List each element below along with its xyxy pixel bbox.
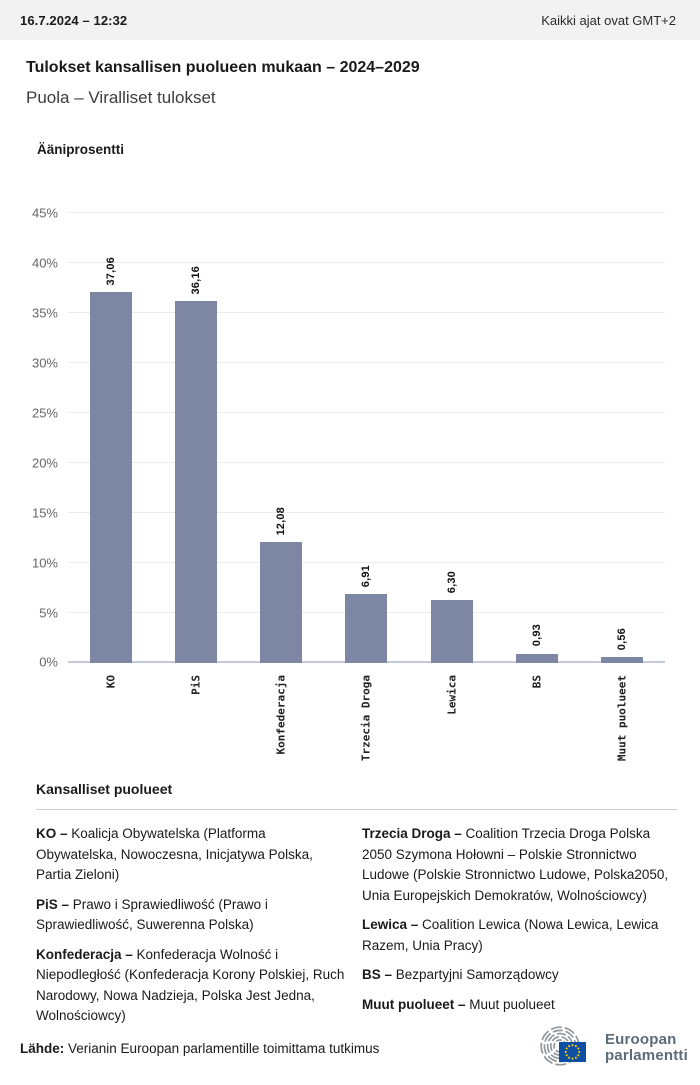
legend-item: Konfederacja – Konfederacja Wolność i Ni… [36,945,346,1027]
bar-value-label: 6,91 [360,564,373,587]
legend-divider [36,809,677,810]
party-abbr: PiS – [36,896,73,912]
legend-item: BS – Bezpartyjni Samorządowcy [362,965,677,986]
y-tick-label: 10% [31,555,58,570]
bar-slot: 36,16 PiS [153,213,238,695]
bar-slot: 6,91 Trzecia Droga [324,213,409,761]
y-tick-label: 20% [31,455,58,470]
gridline: 35% [32,305,665,320]
party-abbr: Trzecia Droga – [362,826,466,841]
legend-title: Kansalliset puolueet [36,781,173,797]
chart-axis-title: Ääniprosentti [37,142,125,157]
y-tick-label: 5% [39,605,58,620]
party-description: Bezpartyjni Samorządowcy [395,967,559,983]
bar-slot: 12,08 Konfederacja [239,213,324,754]
party-description: Prawo i Sprawiedliwość (Prawo i Sprawied… [36,896,268,933]
y-tick-label: 40% [31,255,58,270]
bar-slot: 0,93 BS [494,213,579,688]
party-description: Konfederacja Wolność i Niepodległość (Ko… [36,946,345,1024]
legend-column-left: KO – Koalicja Obywatelska (Platforma Oby… [36,824,346,1036]
bar-bs [516,653,559,663]
chart-bars: 37,06 KO 36,16 PiS 12,08 Konfederacja 6,91 Trze… [68,213,665,761]
datetime-label: 16.7.2024 – 12:32 [20,12,128,28]
party-abbr: Muut puolueet – [362,996,470,1012]
party-description: Coalition Trzecia Droga Polska 2050 Szym… [362,826,669,903]
source-label: Lähde: [20,1040,65,1056]
bar-value-label: 36,16 [189,265,202,295]
y-tick-label: 25% [31,405,58,420]
gridline: 25% [32,405,665,420]
logo-line1: Euroopan [604,1031,677,1048]
x-tick-label: BS [530,675,544,689]
page-subtitle: Puola – Viralliset tulokset [26,88,216,107]
bar-slot: 37,06 KO [68,213,153,688]
y-tick-label: 0% [39,654,58,670]
x-tick-label: PiS [189,675,203,695]
bar-lewica [430,600,473,663]
gridline: 30% [32,355,665,370]
party-abbr: Konfederacja – [36,946,137,962]
gridline: 20% [32,455,665,470]
topbar: 16.7.2024 – 12:32 Kaikki ajat ovat GMT+2 [0,0,700,40]
x-tick-label: Lewica [445,675,459,715]
y-tick-label: 15% [31,505,58,520]
y-tick-label: 45% [31,205,58,220]
x-tick-label: KO [104,675,118,689]
legend-item: KO – Koalicja Obywatelska (Platforma Oby… [36,824,346,886]
party-abbr: KO – [36,826,72,841]
gridline: 45% [32,205,665,220]
national-parties-section: Kansalliset puolueet KO – Koalicja Obywa… [36,781,677,1036]
party-description: Coalition Lewica (Nowa Lewica, Lewica Ra… [362,917,659,953]
european-parliament-logo: Euroopan parlamentti [535,1025,688,1071]
legend-item: Muut puolueet – Muut puolueet [362,995,677,1016]
bar-slot: 6,30 Lewica [409,213,494,715]
bar-pis [174,301,217,663]
bar-konfederacja [260,542,303,663]
legend-columns: KO – Koalicja Obywatelska (Platforma Oby… [36,824,677,1036]
bar-value-label: 12,08 [275,506,288,536]
x-tick-label: Muut puolueet [615,675,629,762]
y-tick-label: 35% [31,305,58,320]
legend-item: Trzecia Droga – Coalition Trzecia Droga … [362,824,677,906]
bar-trzecia-droga [345,593,388,663]
x-tick-label: Trzecia Droga [359,675,373,762]
timezone-note: Kaikki ajat ovat GMT+2 [541,12,676,28]
gridline: 40% [32,255,665,270]
party-description: Muut puolueet [469,996,555,1012]
party-abbr: Lewica – [362,917,423,933]
source-note: Lähde: Verianin Euroopan parlamentille t… [20,1041,379,1056]
bar-value-label: 0,93 [531,624,544,647]
hemicycle-eu-flag-icon [540,1026,586,1066]
party-description: Koalicja Obywatelska (Platforma Obywatel… [36,826,313,883]
logo-line2: parlamentti [604,1047,688,1064]
source-text: Verianin Euroopan parlamentille toimitta… [64,1040,380,1056]
main-content: Tulokset kansallisen puolueen mukaan – 2… [0,59,700,1036]
bar-slot: 0,56 Muut puolueet [580,213,665,761]
gridline: 10% [32,555,665,570]
footer: Lähde: Verianin Euroopan parlamentille t… [20,1025,688,1071]
legend-column-right: Trzecia Droga – Coalition Trzecia Droga … [362,824,677,1036]
x-tick-label: Konfederacja [274,675,288,755]
party-abbr: BS – [362,967,396,983]
y-tick-label: 30% [31,355,58,370]
gridline: 15% [32,505,665,520]
bar-value-label: 37,06 [104,256,117,286]
legend-item: Lewica – Coalition Lewica (Nowa Lewica, … [362,915,677,956]
page-title: Tulokset kansallisen puolueen mukaan – 2… [26,59,420,76]
bar-value-label: 6,30 [445,570,458,593]
bar-muut-puolueet [601,657,644,663]
bar-value-label: 0,56 [616,628,629,651]
bar-ko [89,292,132,663]
chart-plot: 0% 5% 10% 15% 20% 25% 30% 35% 40% 45% 37,06 KO 36,16… [32,205,665,761]
legend-item: PiS – Prawo i Sprawiedliwość (Prawo i Sp… [36,895,346,936]
logo-wordmark: Euroopan parlamentti [605,1032,688,1064]
